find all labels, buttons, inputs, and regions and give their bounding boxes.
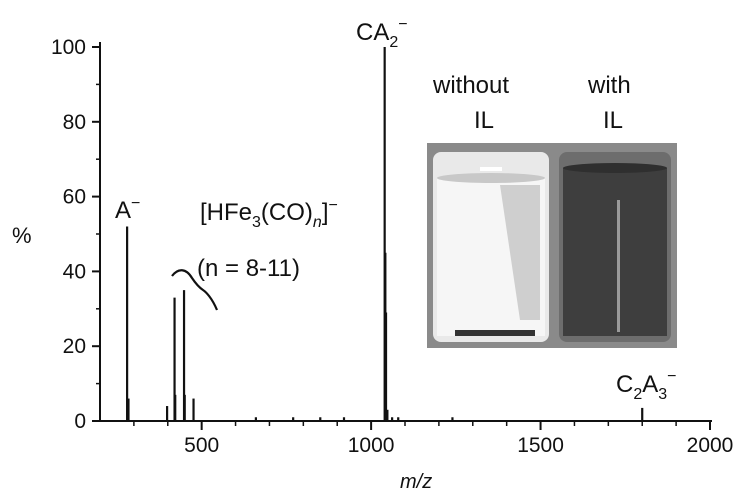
y-axis-title: % xyxy=(12,223,32,248)
annotation-c2a3-minus: C2A3− xyxy=(616,368,677,403)
annotation-c2a3-s2: 3 xyxy=(658,386,667,403)
vial-without-il-shadow xyxy=(500,185,540,320)
inset-with-label-1: with xyxy=(587,72,631,99)
annotation-hfe-open: [HFe xyxy=(200,199,252,226)
vial-without-il-sediment xyxy=(455,330,535,336)
annotation-hfe-cluster: [HFe3(CO)n]− xyxy=(200,197,338,231)
annotation-c2a3-p2: A xyxy=(642,371,658,398)
annotation-hfe-sub1: 3 xyxy=(252,214,261,231)
inset-photo xyxy=(427,143,677,348)
y-tick-label: 60 xyxy=(63,186,86,209)
annotation-ca2-sub: 2 xyxy=(389,34,398,51)
y-axis-ticks: 0 20 40 60 80 100 xyxy=(51,36,100,433)
inset-without-label-2: IL xyxy=(474,107,494,134)
annotation-c2a3-s1: 2 xyxy=(633,386,642,403)
x-tick-label: 1500 xyxy=(517,434,564,457)
vial-with-il xyxy=(559,152,671,342)
y-tick-label: 80 xyxy=(63,111,86,134)
annotation-n-range: (n = 8-11) xyxy=(197,255,300,282)
y-tick-label: 40 xyxy=(63,260,86,283)
vial-with-il-reflection xyxy=(617,200,620,332)
inset-without-label-1: without xyxy=(432,72,509,99)
x-tick-label: 2000 xyxy=(687,434,734,457)
annotation-a-sup: − xyxy=(131,195,140,212)
annotation-c2a3-sup: − xyxy=(667,368,676,385)
cluster-brace xyxy=(171,269,219,311)
peak-series xyxy=(126,47,644,421)
annotation-ca2-sup: − xyxy=(398,16,407,33)
annotation-hfe-sup: − xyxy=(328,197,337,214)
x-tick-label: 1000 xyxy=(348,434,395,457)
vial-without-il-cap-highlight xyxy=(480,167,502,171)
x-axis-ticks: 500 1000 1500 2000 xyxy=(133,421,734,457)
annotation-ca2-minus: CA2− xyxy=(356,16,408,51)
vial-without-il xyxy=(433,152,549,342)
y-tick-label: 20 xyxy=(63,335,86,358)
annotation-a-minus: A− xyxy=(115,195,140,224)
y-tick-label: 100 xyxy=(51,36,86,59)
annotation-c2a3-p1: C xyxy=(616,371,633,398)
vial-with-il-meniscus xyxy=(563,163,667,173)
y-tick-label: 0 xyxy=(74,410,86,433)
inset-with-label-2: IL xyxy=(603,107,623,134)
vial-with-il-liquid xyxy=(563,168,667,336)
annotation-hfe-mid: (CO) xyxy=(261,199,313,226)
annotation-ca2-base: CA xyxy=(356,19,389,46)
annotation-hfe-sub2: n xyxy=(313,214,322,231)
annotation-hfe-close: ] xyxy=(322,199,329,226)
x-tick-label: 500 xyxy=(184,434,219,457)
vial-without-il-meniscus xyxy=(437,173,545,183)
x-axis-title: m/z xyxy=(400,471,432,493)
annotation-a-base: A xyxy=(115,197,131,224)
